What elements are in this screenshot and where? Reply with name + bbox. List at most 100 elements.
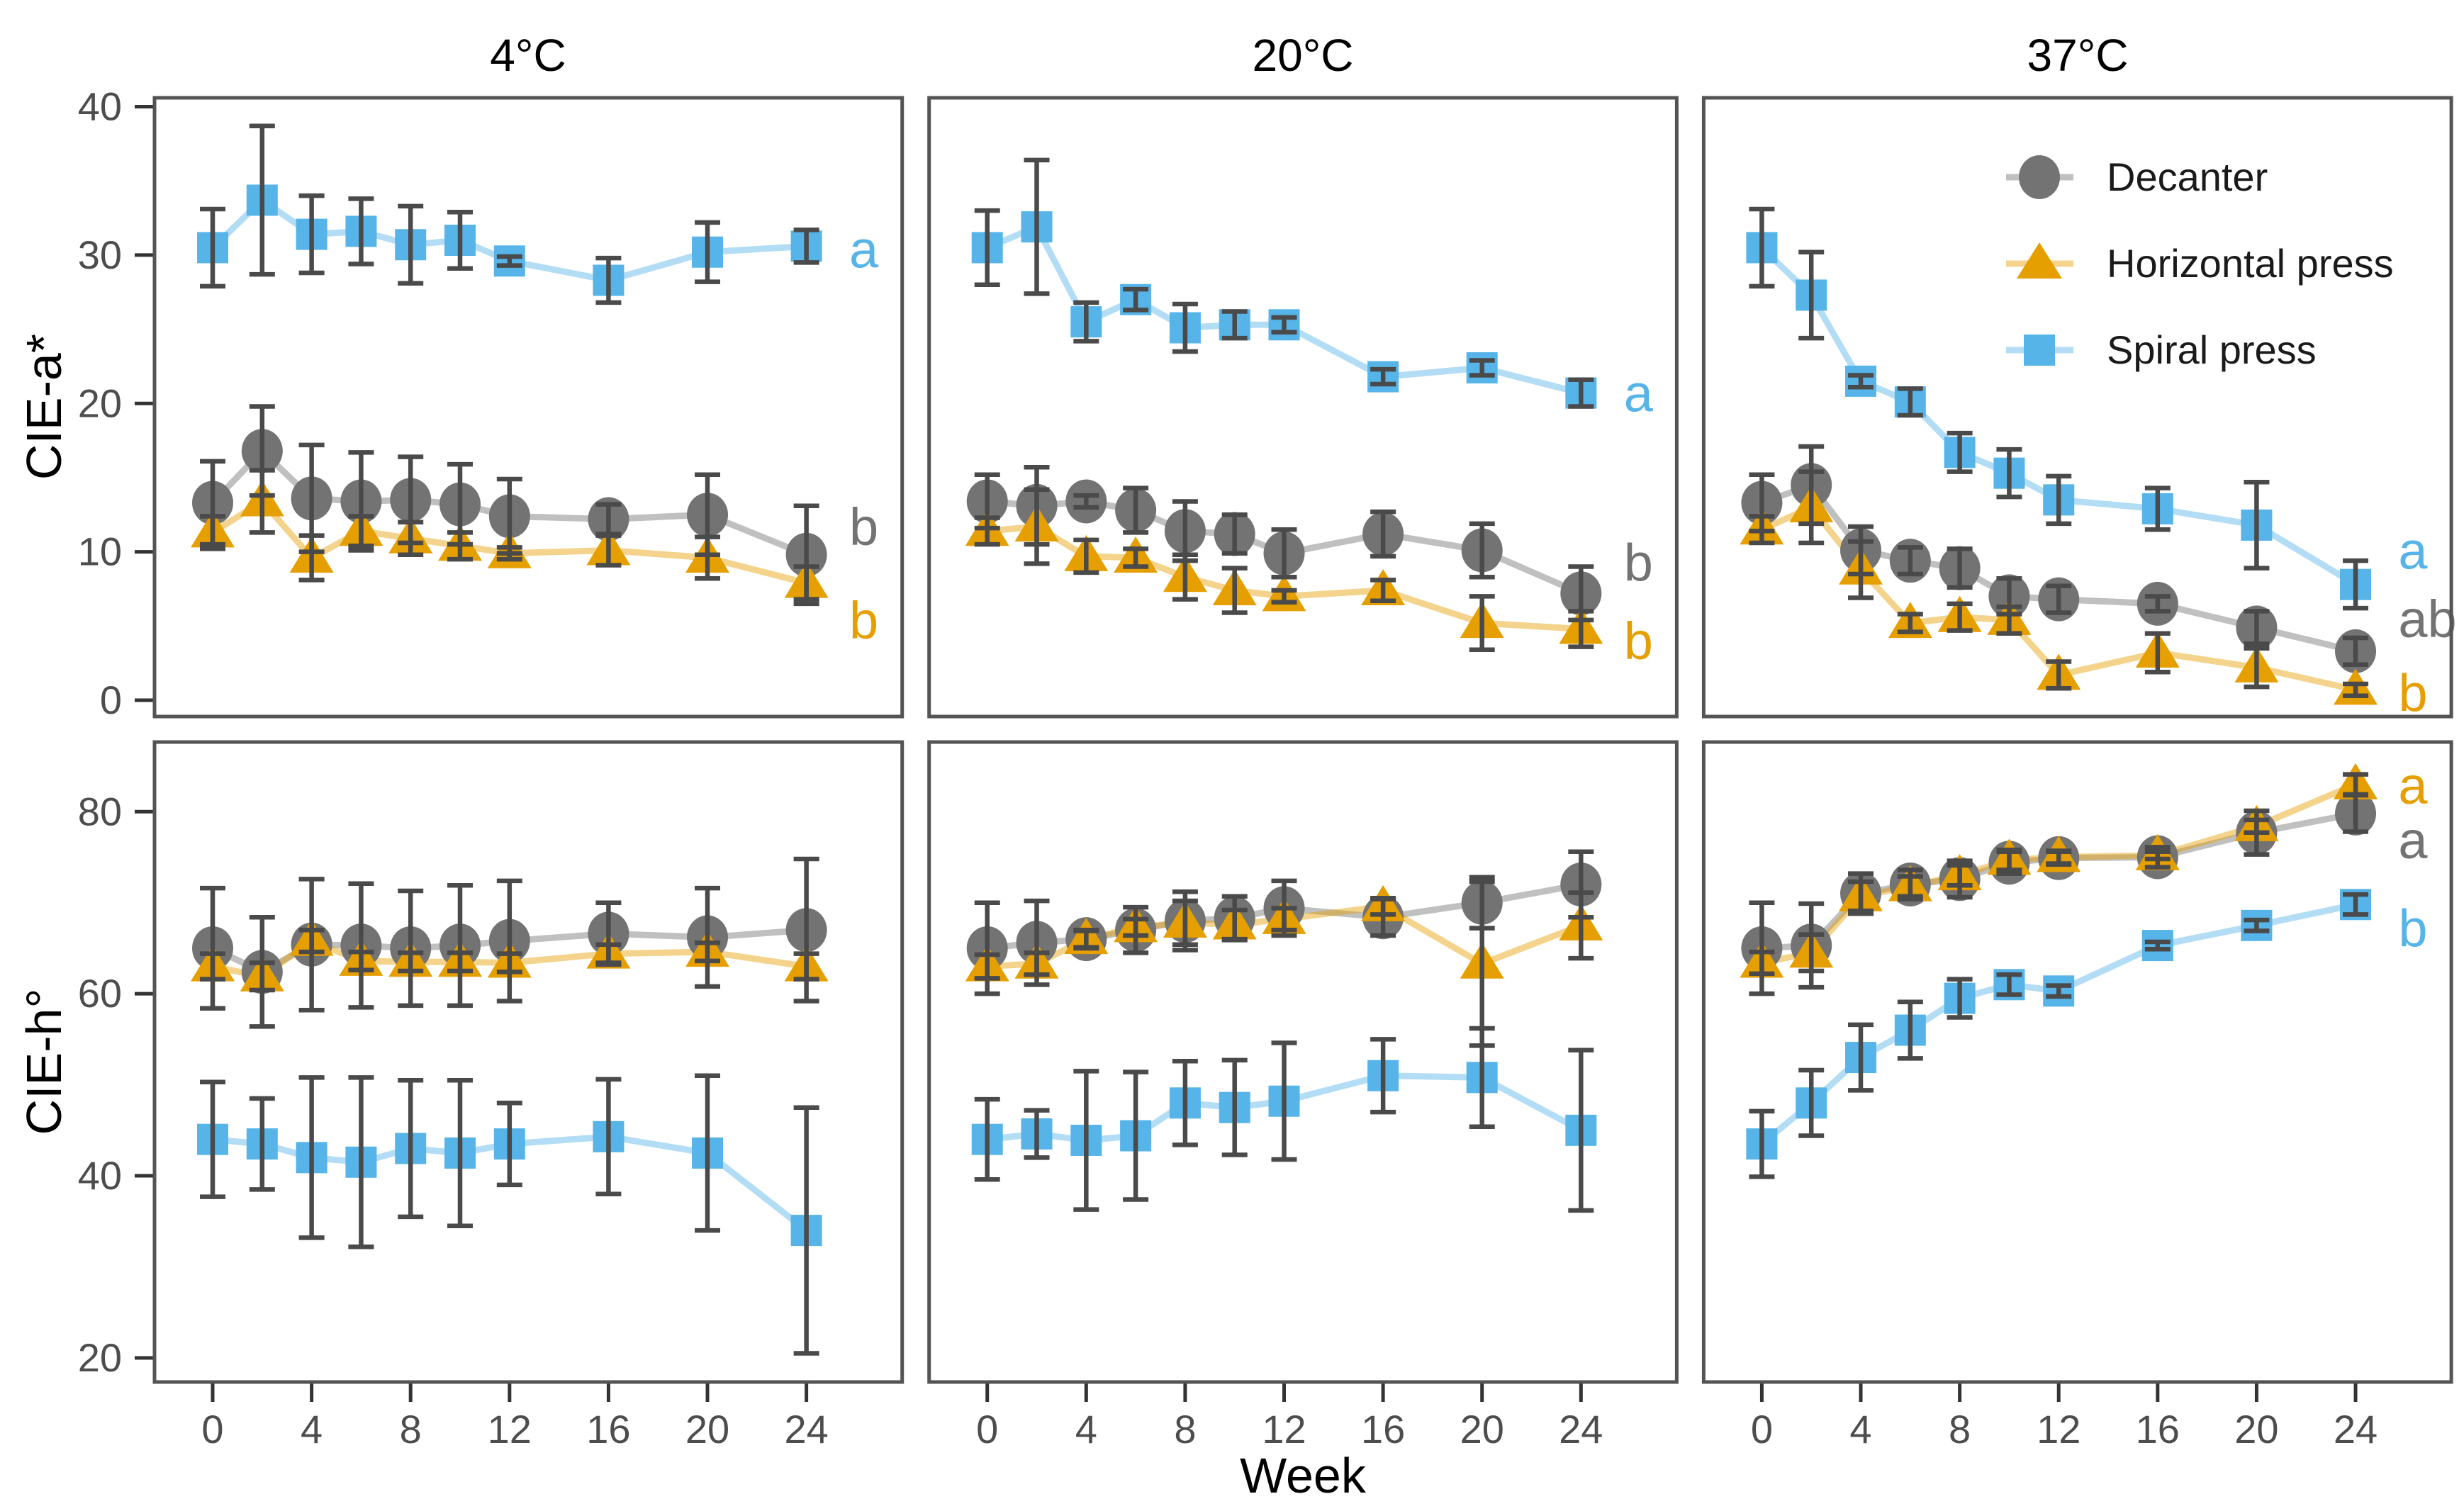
series-line-horizontal <box>209 938 810 980</box>
circle-icon <box>2019 155 2060 199</box>
series-errorbars-spiral <box>200 1073 819 1356</box>
series-markers-spiral <box>197 184 822 296</box>
x-axis-tick-label: 4 <box>301 1407 323 1451</box>
x-axis-tick-label: 20 <box>685 1407 729 1451</box>
square-icon <box>2024 335 2055 366</box>
x-axis-tick-label: 8 <box>1174 1407 1196 1451</box>
significance-letter: a <box>1624 364 1654 423</box>
series-errorbars-spiral <box>974 1026 1594 1213</box>
series-errorbars-horizontal <box>1749 469 2369 698</box>
series-line-horizontal <box>984 903 1584 970</box>
y-axis-title-cie-a: CIE-a* <box>16 334 72 480</box>
series-line-spiral <box>1758 244 2359 588</box>
series-errorbars-spiral <box>1749 206 2369 611</box>
x-axis-tick-label: 12 <box>488 1407 532 1451</box>
series-errorbars-decanter <box>974 465 1594 623</box>
series-line-horizontal <box>1758 504 2359 693</box>
series-line-decanter <box>1758 481 2359 655</box>
significance-letter: a <box>2398 522 2428 580</box>
y-axis-tick-label: 60 <box>78 971 122 1016</box>
y-axis-title-cie-h: CIE-h° <box>16 989 72 1135</box>
y-axis-tick-label: 40 <box>78 1153 122 1198</box>
series-line-horizontal <box>209 498 810 587</box>
x-axis-tick-label: 16 <box>2136 1407 2180 1451</box>
series-line-decanter <box>984 881 1584 952</box>
significance-letter: b <box>2398 899 2427 958</box>
panel-37C-cie-a: a ab b <box>1701 96 2457 723</box>
x-axis-tick-label: 0 <box>1751 1407 1773 1451</box>
y-axis-tick-label: 0 <box>100 678 122 722</box>
y-axis-tick-label: 10 <box>78 529 122 574</box>
y-axis-tick-label: 20 <box>78 1335 122 1380</box>
series-line-spiral <box>1758 901 2359 1147</box>
panel-border <box>152 740 905 1384</box>
series-line-decanter <box>1758 810 2359 952</box>
panel-border <box>152 96 905 719</box>
legend-label-horizontal-press: Horizontal press <box>2107 241 2394 286</box>
x-axis-tick-label: 24 <box>1559 1407 1603 1451</box>
panel-border <box>927 740 1679 1384</box>
significance-letter: a <box>2398 811 2428 870</box>
series-errorbars-horizontal <box>200 468 819 602</box>
significance-letter: b <box>849 591 878 650</box>
y-axis-tick-label: 80 <box>78 789 122 833</box>
x-axis-tick-label: 12 <box>2037 1407 2081 1451</box>
x-axis-tick-label: 0 <box>201 1407 223 1451</box>
significance-letter: b <box>1624 612 1653 670</box>
series-errorbars-spiral <box>974 157 1594 409</box>
series-errorbars-horizontal <box>974 879 1594 1048</box>
series-line-decanter <box>209 447 810 558</box>
x-axis-tick-label: 8 <box>400 1407 422 1451</box>
x-axis-tick-label: 24 <box>2334 1407 2378 1451</box>
significance-letter: a <box>2398 756 2428 815</box>
legend-item-spiral-press: Spiral press <box>2006 327 2317 372</box>
series-line-horizontal <box>1758 781 2359 966</box>
legend-item-horizontal-press: Horizontal press <box>2006 241 2394 286</box>
x-axis-tick-label: 20 <box>1460 1407 1504 1451</box>
series-errorbars-horizontal <box>1749 772 2369 977</box>
significance-letter: b <box>1624 533 1653 592</box>
facet-title-20c: 20°C <box>1253 30 1354 81</box>
x-axis-tick-label: 4 <box>1075 1407 1097 1451</box>
y-axis-tick-label: 30 <box>78 232 122 277</box>
panel-border <box>1701 96 2453 719</box>
x-axis-tick-label: 16 <box>586 1407 630 1451</box>
series-line-spiral <box>984 1072 1584 1144</box>
series-line-horizontal <box>984 523 1584 632</box>
panel-border <box>1701 740 2453 1384</box>
significance-letter: a <box>849 220 879 279</box>
series-line-decanter <box>209 926 810 975</box>
series-errorbars-spiral <box>1749 892 2369 1179</box>
x-axis-tick-label: 20 <box>2234 1407 2278 1451</box>
facet-title-37c: 37°C <box>2027 30 2129 81</box>
x-axis-tick-label: 4 <box>1849 1407 1871 1451</box>
panel-4C-cie-a: 0 10 20 30 40 a bb <box>78 84 905 722</box>
significance-letter: ab <box>2398 590 2456 648</box>
series-errorbars-spiral <box>200 123 819 305</box>
legend-label-decanter: Decanter <box>2107 155 2268 199</box>
x-axis-tick-label: 16 <box>1361 1407 1405 1451</box>
x-axis-title: Week <box>1240 1448 1367 1503</box>
series-line-decanter <box>984 498 1584 597</box>
panel-4C-cie-h: 20 40 60 80 0 4 8 12 16 20 24 <box>78 740 905 1451</box>
legend-label-spiral-press: Spiral press <box>2107 327 2317 372</box>
x-axis-tick-label: 0 <box>976 1407 998 1451</box>
panel-20C-cie-a: a bb <box>927 96 1679 719</box>
series-line-spiral <box>209 1133 810 1234</box>
x-axis-tick-label: 24 <box>784 1407 828 1451</box>
series-markers-spiral <box>971 211 1597 409</box>
series-markers-horizontal <box>1740 763 2378 978</box>
series-errorbars-horizontal <box>200 927 819 993</box>
y-axis-tick-label: 20 <box>78 381 122 425</box>
facet-title-4c: 4°C <box>490 30 566 81</box>
triangle-icon <box>2017 242 2062 279</box>
series-line-spiral <box>209 196 810 284</box>
panel-20C-cie-h: 0 4 8 12 16 20 24 <box>927 740 1679 1451</box>
x-axis-tick-label: 12 <box>1262 1407 1306 1451</box>
x-axis-tick-label: 8 <box>1949 1407 1971 1451</box>
series-markers-spiral <box>1746 889 2372 1160</box>
